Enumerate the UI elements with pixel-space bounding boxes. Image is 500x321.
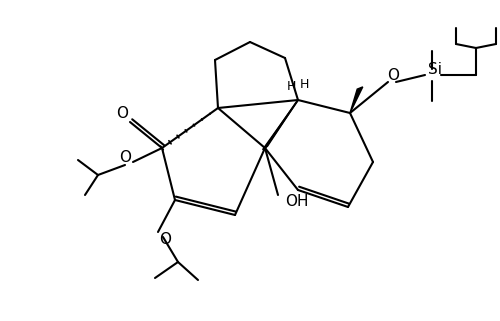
Text: O: O (116, 107, 128, 122)
Text: Si: Si (428, 62, 442, 76)
Text: OH: OH (285, 195, 308, 210)
Text: O: O (159, 232, 171, 247)
Text: O: O (119, 151, 131, 166)
Text: H: H (300, 79, 308, 91)
Polygon shape (350, 87, 363, 113)
Text: O: O (387, 67, 399, 82)
Polygon shape (262, 100, 298, 150)
Text: H: H (286, 81, 296, 93)
